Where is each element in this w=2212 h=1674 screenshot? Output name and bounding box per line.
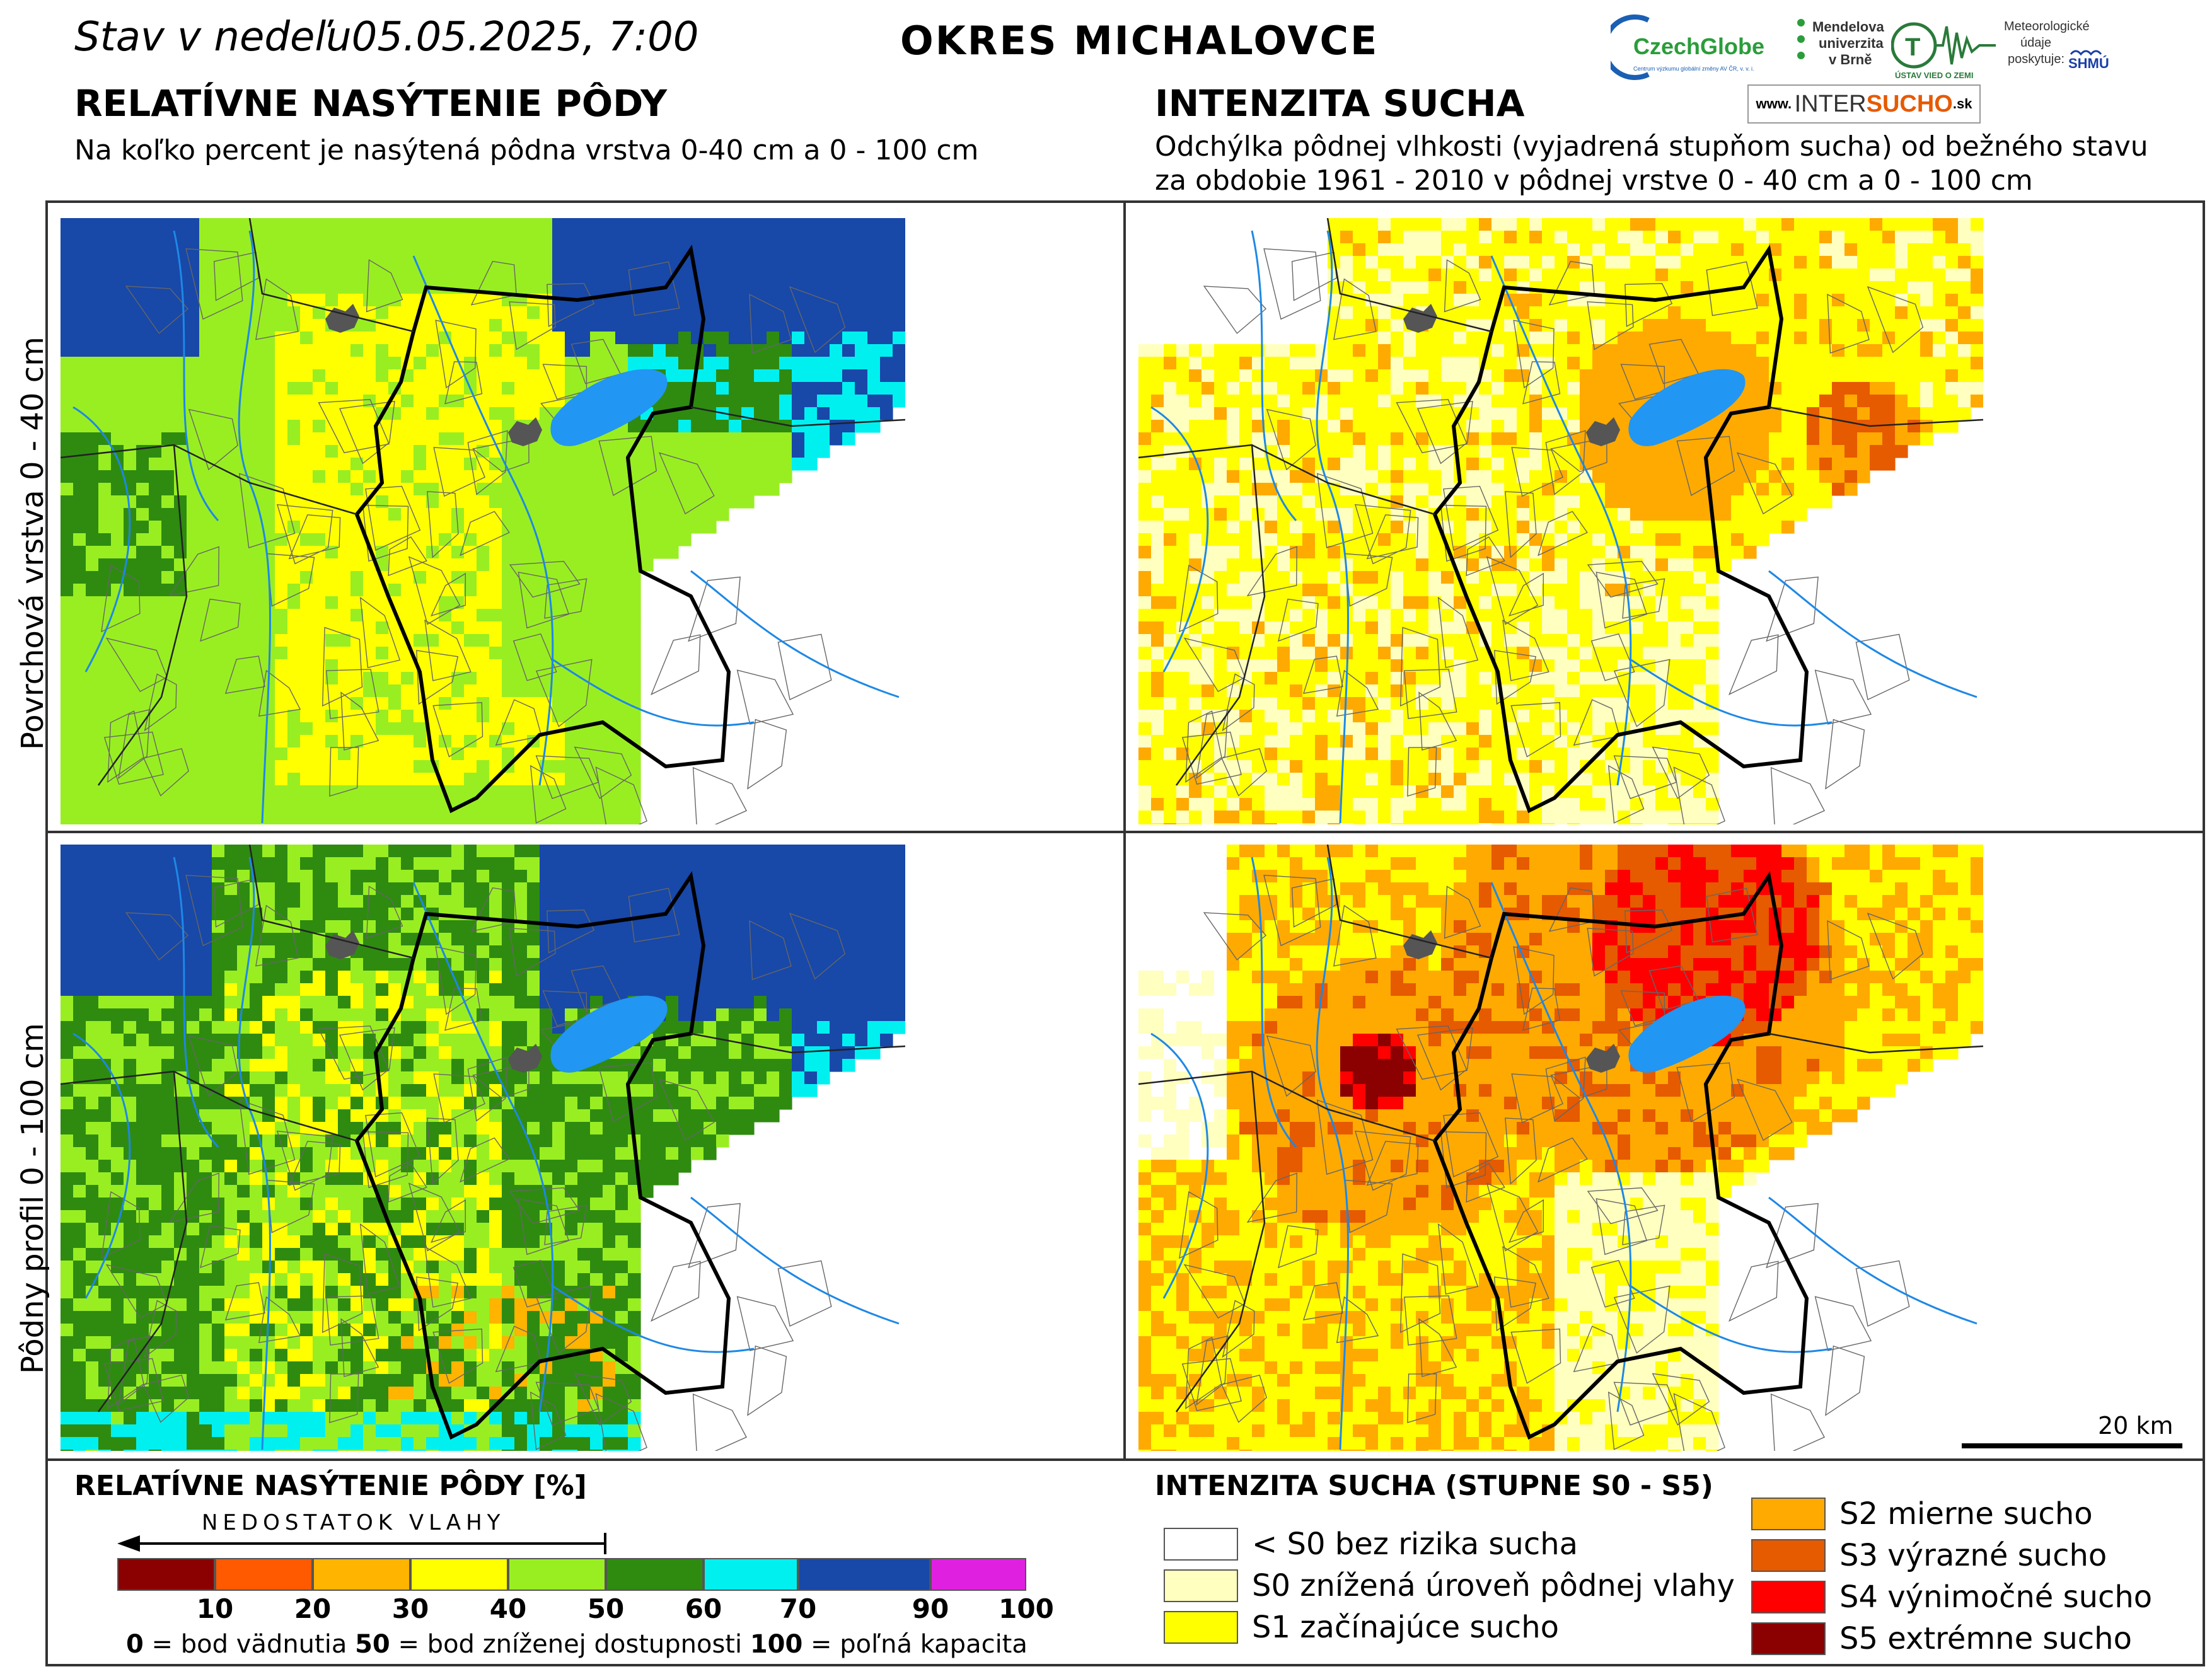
saturation-class-30-40 xyxy=(410,1558,508,1591)
city-michalovce xyxy=(508,417,542,446)
district-title: OKRES MICHALOVCE xyxy=(900,18,1379,64)
district-boundary xyxy=(1432,245,1809,814)
saturation-tick: 30 xyxy=(391,1593,429,1624)
neighbour-boundaries xyxy=(61,218,905,786)
mendelu-logo: Mendelova univerzita v Brně xyxy=(1793,14,1888,83)
svg-text:CzechGlobe: CzechGlobe xyxy=(1633,33,1764,59)
raster-cells xyxy=(61,218,905,824)
lake xyxy=(1628,995,1746,1073)
saturation-tick: 20 xyxy=(294,1593,332,1624)
drought-legend-label: S5 extrémne sucho xyxy=(1839,1621,2132,1656)
deficit-arrow-label: NEDOSTATOK VLAHY xyxy=(202,1510,506,1535)
panel-divider-horizontal xyxy=(45,831,2205,833)
district-boundary xyxy=(1432,871,1809,1440)
saturation-tick: 90 xyxy=(912,1593,949,1624)
rivers xyxy=(72,857,900,1450)
drought-title: INTENZITA SUCHA xyxy=(1155,82,1525,125)
drought-legend-label: < S0 bez rizika sucha xyxy=(1252,1527,1578,1562)
saturation-subtitle: Na koľko percent je nasýtená pôdna vrstv… xyxy=(74,134,979,166)
neighbour-boundaries xyxy=(61,845,905,1412)
saturation-legend-note: 0 = bod vädnutia 50 = bod zníženej dostu… xyxy=(126,1630,1028,1659)
drought-swatch xyxy=(1751,1622,1826,1655)
svg-text:Meteorologické: Meteorologické xyxy=(2004,20,2090,33)
scale-label: 20 km xyxy=(2098,1412,2174,1440)
svg-text:Centrum výzkumu globální změny: Centrum výzkumu globální změny AV ČR, v.… xyxy=(1633,66,1754,72)
svg-text:ÚSTAV VIED O ZEMI: ÚSTAV VIED O ZEMI xyxy=(1895,71,1973,80)
svg-text:T: T xyxy=(1905,33,1920,61)
drought-swatch xyxy=(1751,1498,1826,1530)
svg-text:údaje: údaje xyxy=(2020,36,2051,50)
district-boundary xyxy=(354,871,731,1440)
saturation-class-90-100 xyxy=(930,1558,1026,1591)
svg-text:SHMÚ: SHMÚ xyxy=(2068,55,2109,71)
drought-subtitle-2: za obdobie 1961 - 2010 v pôdnej vrstve 0… xyxy=(1155,165,2033,197)
saturation-class-50-60 xyxy=(606,1558,704,1591)
intersucho-logo: www. INTER SUCHO .sk xyxy=(1747,84,1981,124)
lake xyxy=(550,995,668,1073)
raster-cells xyxy=(1138,218,1983,824)
saturation-class-0-10 xyxy=(117,1558,215,1591)
deficit-arrow xyxy=(117,1533,606,1554)
municipal-boundaries xyxy=(101,248,846,824)
saturation-tick: 10 xyxy=(196,1593,234,1624)
drought-legend-label: S4 výnimočné sucho xyxy=(1839,1579,2153,1615)
drought-legend-label: S3 výrazné sucho xyxy=(1839,1538,2107,1573)
svg-text:poskytuje:: poskytuje: xyxy=(2008,52,2064,66)
map-drought-profile xyxy=(1138,845,1983,1451)
drought-swatch xyxy=(1164,1528,1238,1561)
map-saturation-profile xyxy=(61,845,905,1451)
drought-swatch xyxy=(1164,1569,1238,1602)
saturation-class-60-70 xyxy=(704,1558,798,1591)
date-prefix: Stav v nedeľu xyxy=(74,14,352,61)
drought-legend-label: S0 znížená úroveň pôdnej vlahy xyxy=(1252,1568,1735,1603)
svg-text:univerzita: univerzita xyxy=(1819,35,1884,51)
scale-bar xyxy=(1962,1443,2182,1448)
legend-divider xyxy=(45,1458,2205,1461)
saturation-tick: 100 xyxy=(999,1593,1054,1624)
drought-subtitle-1: Odchýlka pôdnej vlhkosti (vyjadrená stup… xyxy=(1155,130,2148,163)
saturation-class-10-20 xyxy=(215,1558,313,1591)
saturation-class-20-30 xyxy=(313,1558,410,1591)
saturation-tick: 40 xyxy=(489,1593,527,1624)
lake xyxy=(1628,369,1746,446)
date-value: 05.05.2025, 7:00 xyxy=(351,14,699,61)
report-date: Stav v nedeľu05.05.2025, 7:00 xyxy=(74,14,699,61)
neighbour-boundaries xyxy=(1138,218,1983,786)
city-michalovce xyxy=(1586,417,1620,446)
raster-cells xyxy=(61,845,905,1451)
drought-legend-label: S1 začínajúce sucho xyxy=(1252,1610,1559,1645)
saturation-title: RELATÍVNE NASÝTENIE PÔDY xyxy=(74,82,668,125)
municipal-boundaries xyxy=(1179,248,1924,824)
saturation-tick: 50 xyxy=(587,1593,625,1624)
czechglobe-logo: CzechGlobe Centrum výzkumu globální změn… xyxy=(1611,13,1787,82)
map-saturation-topsoil xyxy=(61,218,905,824)
map-drought-topsoil xyxy=(1138,218,1983,824)
saturation-class-40-50 xyxy=(508,1558,606,1591)
drought-legend-title: INTENZITA SUCHA (STUPNE S0 - S5) xyxy=(1155,1470,1713,1502)
row-label-topsoil: Povrchová vrstva 0 - 40 cm xyxy=(15,337,50,750)
district-boundary xyxy=(354,245,731,814)
drought-legend-label: S2 mierne sucho xyxy=(1839,1496,2093,1532)
city-michalovce xyxy=(1586,1044,1620,1073)
saturation-tick: 70 xyxy=(779,1593,817,1624)
drought-swatch xyxy=(1164,1611,1238,1644)
saturation-tick: 60 xyxy=(685,1593,722,1624)
drought-swatch xyxy=(1751,1539,1826,1572)
rivers xyxy=(72,230,900,824)
city-michalovce xyxy=(508,1044,542,1073)
meteo-data-provider: Meteorologické údaje poskytuje: SHMÚ xyxy=(2001,14,2128,83)
neighbour-boundaries xyxy=(1138,845,1983,1412)
svg-text:v Brně: v Brně xyxy=(1829,52,1872,67)
svg-text:Mendelova: Mendelova xyxy=(1812,19,1884,35)
lake xyxy=(550,369,668,446)
saturation-class-70-90 xyxy=(798,1558,930,1591)
municipal-boundaries xyxy=(101,874,846,1451)
row-label-profile: Pôdny profil 0 - 100 cm xyxy=(15,1023,50,1374)
drought-swatch xyxy=(1751,1581,1826,1613)
ustav-vied-logo: T ÚSTAV VIED O ZEMI xyxy=(1891,14,1998,83)
saturation-legend-title: RELATÍVNE NASÝTENIE PÔDY [%] xyxy=(74,1470,587,1502)
